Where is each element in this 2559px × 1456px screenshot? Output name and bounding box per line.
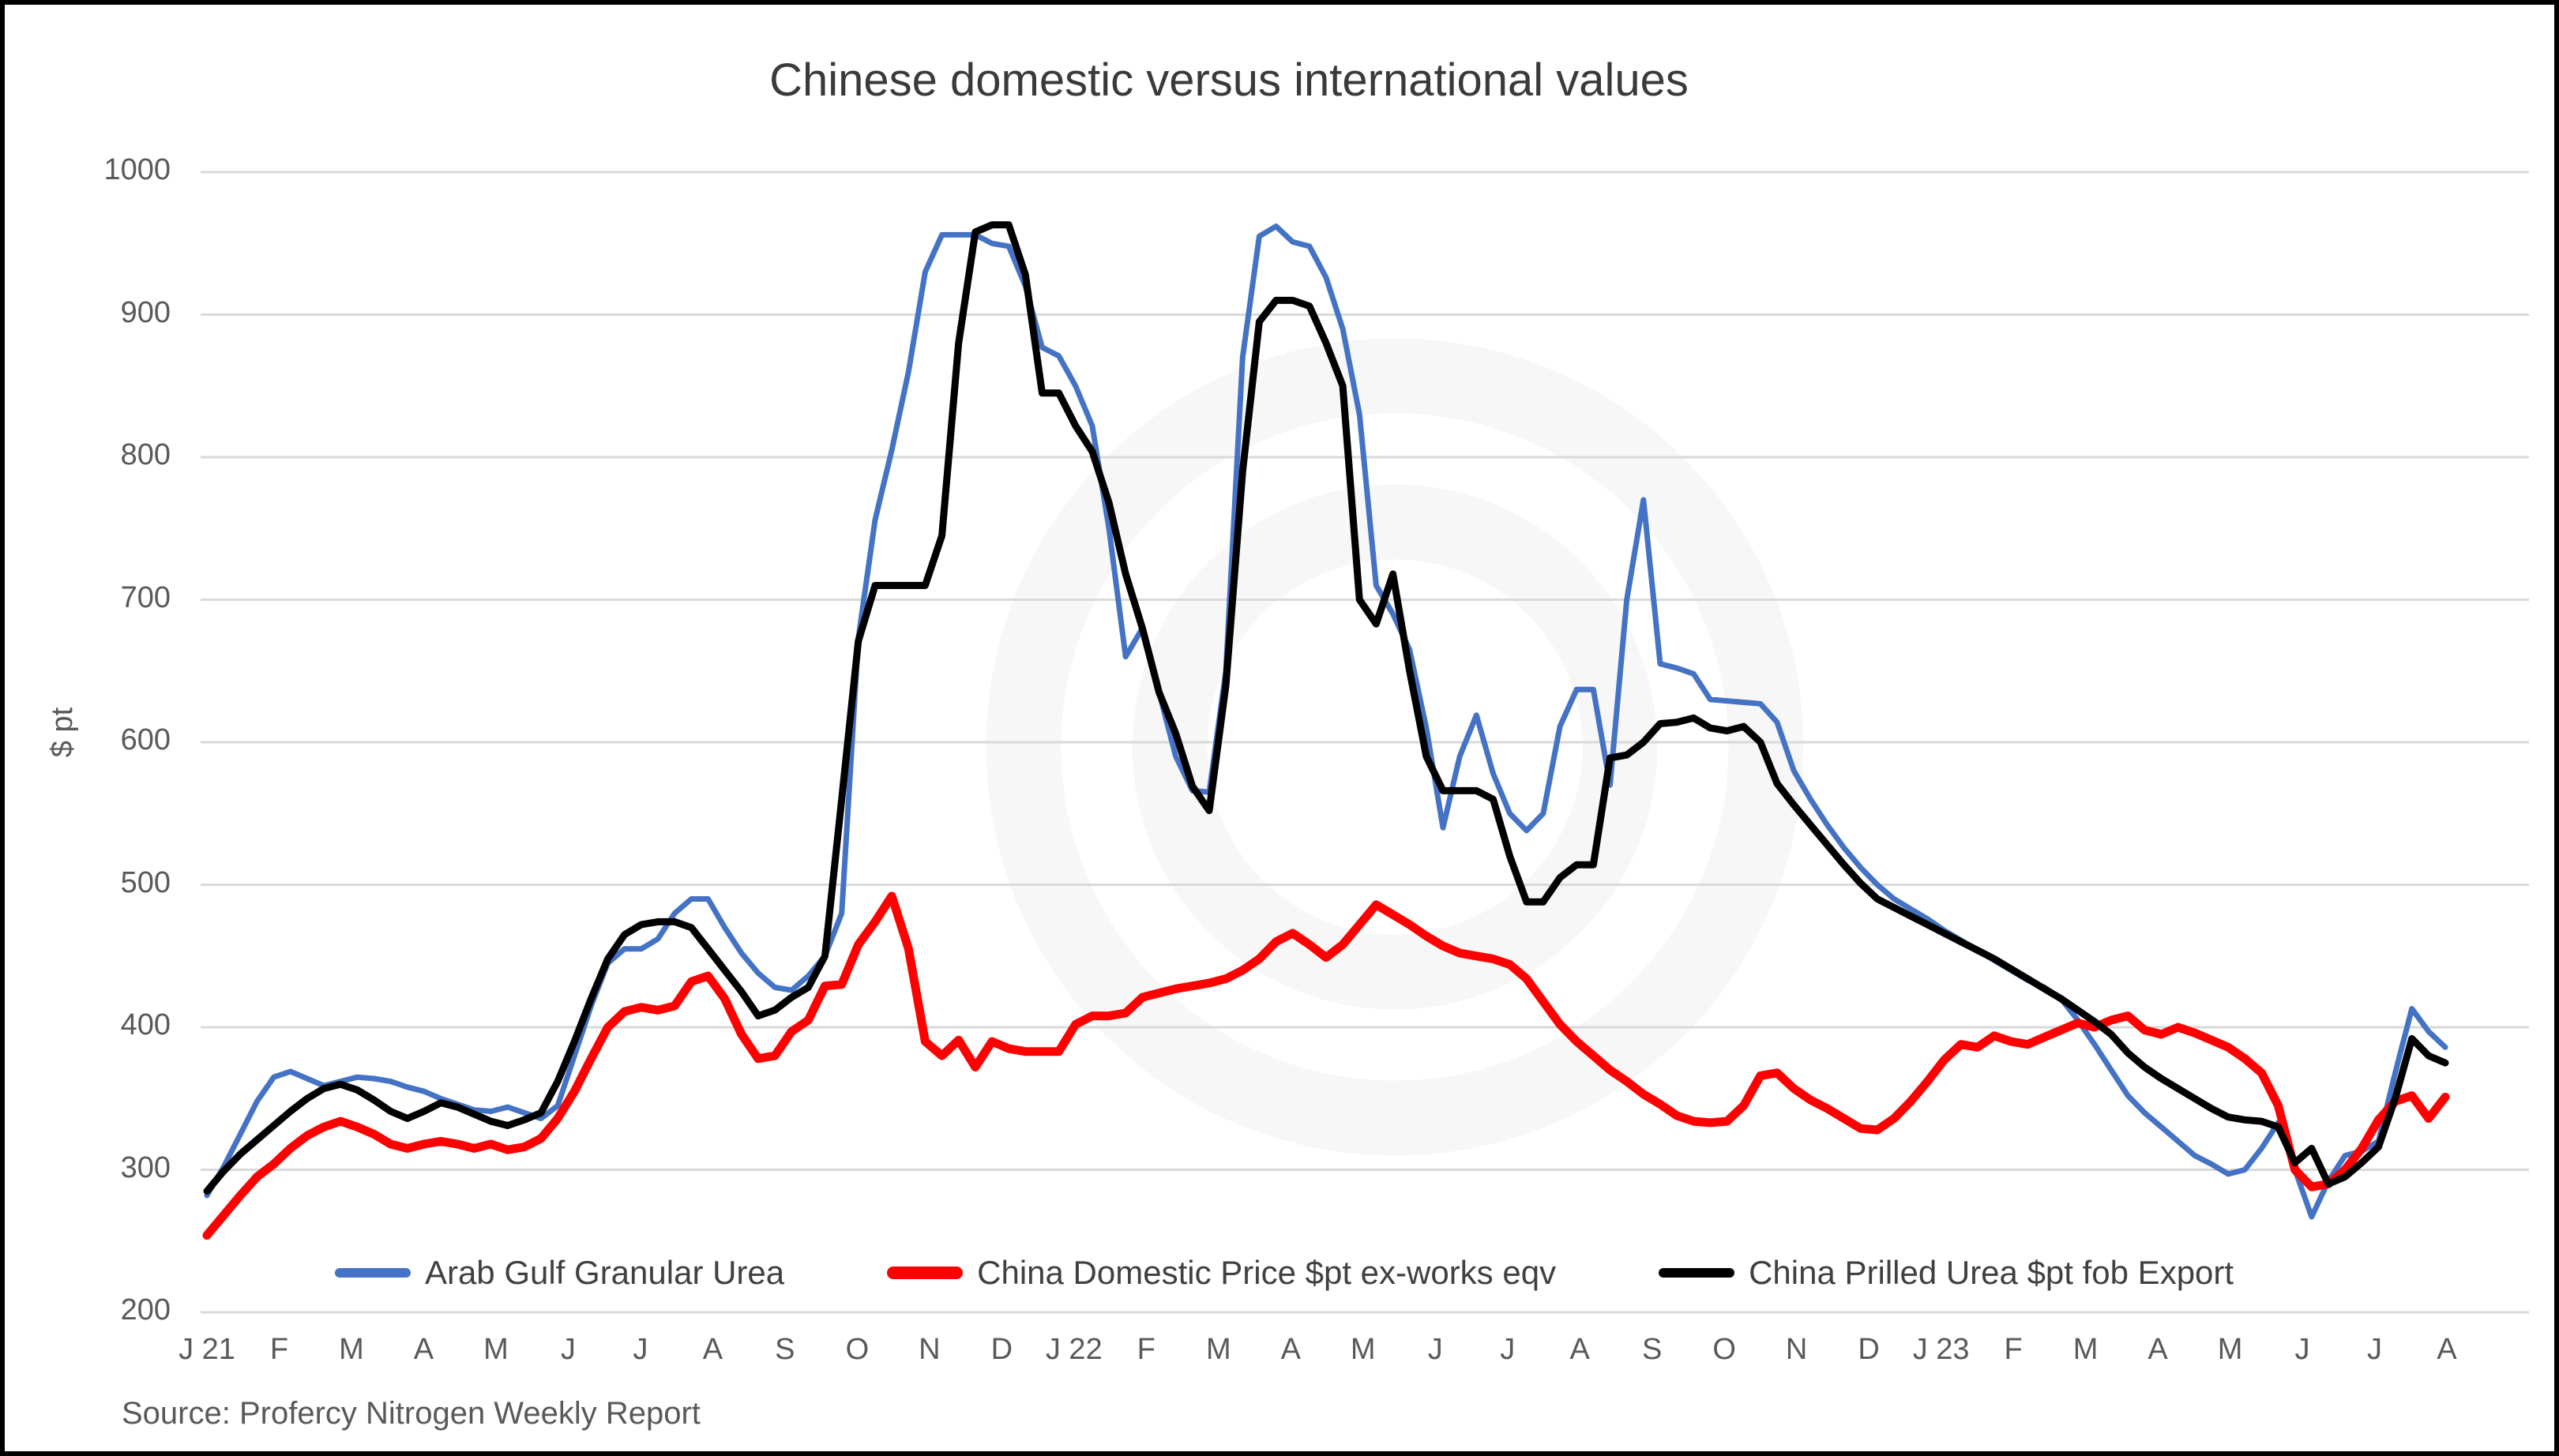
y-tick-label: 1000 <box>103 153 171 186</box>
x-tick-label: D <box>1858 1333 1880 1366</box>
line-chart-plot-area <box>201 171 2529 1314</box>
x-tick-label: J <box>560 1333 576 1366</box>
legend-swatch-red-line-icon <box>887 1266 964 1279</box>
legend-item-arab-gulf: Arab Gulf Granular Urea <box>334 1254 785 1292</box>
x-tick-label: A <box>1569 1333 1590 1366</box>
x-tick-label: J <box>1500 1333 1516 1366</box>
x-tick-label: M <box>339 1333 364 1366</box>
x-tick-label: M <box>2072 1333 2099 1366</box>
x-tick-label: S <box>1641 1333 1663 1366</box>
legend-item-china-prilled: China Prilled Urea $pt fob Export <box>1659 1254 2234 1292</box>
x-tick-label: O <box>1712 1333 1736 1366</box>
y-tick-label: 200 <box>120 1293 171 1327</box>
legend-label: China Prilled Urea $pt fob Export <box>1749 1254 2234 1291</box>
x-tick-label: N <box>1785 1333 1808 1366</box>
series-line-2 <box>203 221 2449 1195</box>
y-tick-label: 900 <box>120 295 171 329</box>
x-tick-label: J <box>1427 1333 1443 1366</box>
x-tick-label: S <box>775 1333 795 1366</box>
x-tick-label: J 22 <box>1045 1333 1103 1366</box>
series-line-1 <box>202 891 2450 1240</box>
legend-swatch-blue-line-icon <box>334 1268 411 1278</box>
x-tick-label: F <box>1137 1333 1155 1366</box>
y-tick-label: 400 <box>120 1008 171 1041</box>
x-tick-label: A <box>413 1333 434 1366</box>
x-tick-label: J <box>633 1333 648 1366</box>
x-tick-label: F <box>269 1333 289 1366</box>
legend-label: Arab Gulf Granular Urea <box>424 1254 785 1291</box>
x-tick-label: J <box>2367 1333 2383 1366</box>
x-tick-label: J <box>2294 1333 2310 1366</box>
legend-swatch-black-line-icon <box>1659 1267 1735 1278</box>
x-tick-label: D <box>990 1333 1013 1366</box>
chart-title: Chinese domestic versus international va… <box>769 54 1689 106</box>
y-tick-label: 600 <box>120 723 171 756</box>
x-tick-label: M <box>483 1333 509 1366</box>
x-tick-label: M <box>1350 1333 1376 1366</box>
x-tick-label: J 23 <box>1912 1333 1970 1366</box>
x-tick-label: A <box>1280 1333 1301 1366</box>
x-tick-label: N <box>919 1333 941 1366</box>
x-tick-label: A <box>2437 1333 2457 1366</box>
legend-item-china-domestic: China Domestic Price $pt ex-works eqv <box>887 1254 1556 1292</box>
y-tick-label: 500 <box>120 865 171 899</box>
legend-label: China Domestic Price $pt ex-works eqv <box>977 1254 1557 1291</box>
series-line-0 <box>204 223 2448 1220</box>
x-tick-label: M <box>1205 1333 1231 1366</box>
x-tick-label: A <box>702 1333 723 1366</box>
y-tick-label: 800 <box>120 438 171 471</box>
source-note: Source: Profercy Nitrogen Weekly Report <box>122 1396 701 1431</box>
x-tick-label: F <box>2004 1333 2023 1366</box>
x-tick-label: M <box>2217 1333 2243 1366</box>
x-tick-label: O <box>845 1333 870 1366</box>
y-tick-label: 300 <box>120 1150 171 1184</box>
x-tick-label: A <box>2148 1333 2168 1366</box>
x-tick-label: J 21 <box>178 1333 235 1366</box>
chart-legend: Arab Gulf Granular Urea China Domestic P… <box>5 1254 2554 1292</box>
y-tick-label: 700 <box>120 580 171 614</box>
